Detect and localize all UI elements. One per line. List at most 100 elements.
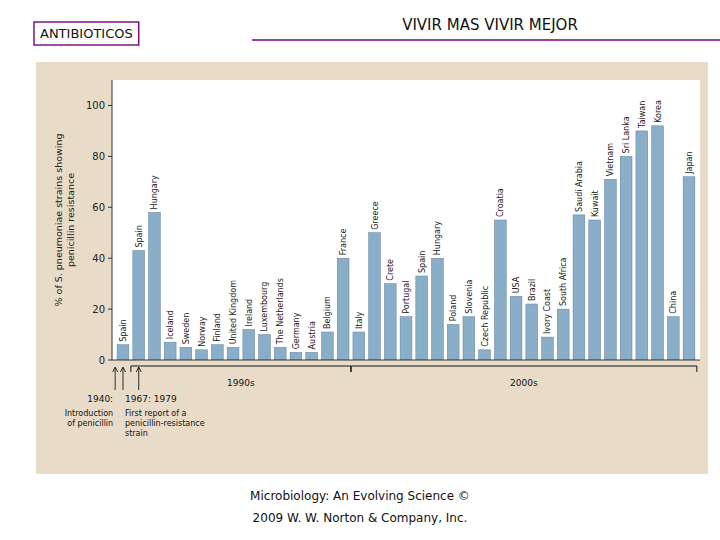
- bar: [227, 347, 239, 360]
- category-label: Spain: [135, 225, 144, 247]
- bar: [306, 352, 318, 360]
- bar: [133, 251, 145, 360]
- bar: [369, 233, 381, 360]
- category-label: Norway: [198, 316, 207, 347]
- category-label: Iceland: [166, 310, 175, 339]
- category-label: Japan: [685, 151, 694, 174]
- y-tick: [108, 156, 112, 157]
- category-label: The Netherlands: [276, 278, 285, 345]
- category-label: Czech Republic: [481, 286, 490, 347]
- category-label: Luxembourg: [261, 282, 270, 332]
- bar: [337, 258, 349, 360]
- annotation: 1990s: [227, 378, 255, 388]
- annotation: 1940:: [87, 394, 113, 404]
- period-bracket: [131, 366, 351, 372]
- footer: Microbiology: An Evolving Science ©: [250, 489, 470, 503]
- bar: [416, 276, 428, 360]
- category-label: Sweden: [182, 313, 191, 345]
- bar: [290, 352, 302, 360]
- bar: [620, 156, 632, 360]
- annotation-note: First report of apenicillin-resistancest…: [125, 409, 205, 438]
- title-box: [34, 22, 139, 45]
- category-label: Austria: [308, 321, 317, 349]
- bar: [573, 215, 585, 360]
- y-tick-label: 20: [92, 304, 105, 315]
- bar: [479, 350, 491, 360]
- bar: [117, 345, 129, 360]
- event-arrow-head: [121, 367, 126, 372]
- bar: [432, 258, 444, 360]
- y-tick: [108, 105, 112, 106]
- bar: [196, 350, 208, 360]
- bar: [667, 317, 679, 360]
- category-label: Hungary: [150, 175, 159, 209]
- bar: [384, 284, 396, 360]
- bar: [494, 220, 506, 360]
- bar: [557, 309, 569, 360]
- category-label: Finland: [213, 313, 222, 342]
- category-label: Croatia: [496, 188, 505, 217]
- event-arrow-head: [136, 367, 141, 372]
- bar: [636, 131, 648, 360]
- category-label: Italy: [355, 311, 364, 329]
- y-axis-label: % of S. pneumoniae strains showingpenici…: [53, 134, 76, 307]
- bar: [321, 332, 333, 360]
- category-label: Greece: [371, 201, 380, 230]
- category-label: USA: [512, 276, 521, 293]
- y-tick-label: 0: [99, 355, 105, 366]
- text-line: Introduction: [65, 409, 113, 418]
- category-label: Spain: [418, 251, 427, 273]
- bar: [211, 345, 223, 360]
- event-arrow-head: [113, 367, 118, 372]
- text-line: % of S. pneumoniae strains showing: [53, 134, 64, 307]
- category-label: Saudi Arabia: [575, 161, 584, 212]
- category-label: Ivory Coast: [543, 289, 552, 334]
- annotation: 1967: 1979: [125, 394, 177, 404]
- y-tick: [108, 309, 112, 310]
- bar: [604, 179, 616, 360]
- bar: [400, 317, 412, 360]
- header-rule: [252, 39, 720, 41]
- text-line: penicillin resistance: [65, 173, 76, 267]
- category-label: Belgium: [323, 296, 332, 329]
- category-label: Taiwan: [638, 101, 647, 129]
- bar: [589, 220, 601, 360]
- event-arrow: [123, 368, 124, 390]
- plot-area: [112, 80, 700, 360]
- category-label: Sri Lanka: [622, 116, 631, 153]
- event-arrow: [115, 368, 116, 390]
- bar: [447, 324, 459, 360]
- bar: [542, 337, 554, 360]
- y-axis-line: [112, 80, 113, 360]
- bar: [526, 304, 538, 360]
- footer: 2009 W. W. Norton & Company, Inc.: [253, 511, 468, 525]
- bar: [510, 296, 522, 360]
- category-label: Korea: [654, 100, 663, 123]
- bar: [652, 126, 664, 360]
- bar: [149, 212, 161, 360]
- category-label: Brazil: [528, 279, 537, 301]
- category-label: South Africa: [559, 257, 568, 306]
- bar: [180, 347, 192, 360]
- title: ANTIBIOTICOS: [40, 26, 133, 41]
- y-tick-label: 80: [92, 151, 105, 162]
- y-tick: [108, 207, 112, 208]
- category-label: Poland: [449, 295, 458, 322]
- outer-panel: [36, 62, 708, 474]
- background: [0, 0, 720, 540]
- y-tick: [108, 258, 112, 259]
- category-label: Ireland: [245, 299, 254, 327]
- event-arrow: [138, 368, 139, 390]
- category-label: Hungary: [433, 221, 442, 255]
- category-label: Spain: [119, 319, 128, 341]
- y-tick-label: 40: [92, 253, 105, 264]
- bar: [463, 317, 475, 360]
- y-tick: [108, 360, 112, 361]
- category-label: China: [669, 291, 678, 314]
- chart: ANTIBIOTICOSVIVIR MAS VIVIR MEJORSpainSp…: [0, 0, 720, 540]
- category-label: Crete: [386, 259, 395, 281]
- bar: [164, 342, 176, 360]
- period-bracket: [351, 366, 697, 372]
- text-line: of penicillin: [67, 419, 113, 428]
- text-line: strain: [125, 429, 148, 438]
